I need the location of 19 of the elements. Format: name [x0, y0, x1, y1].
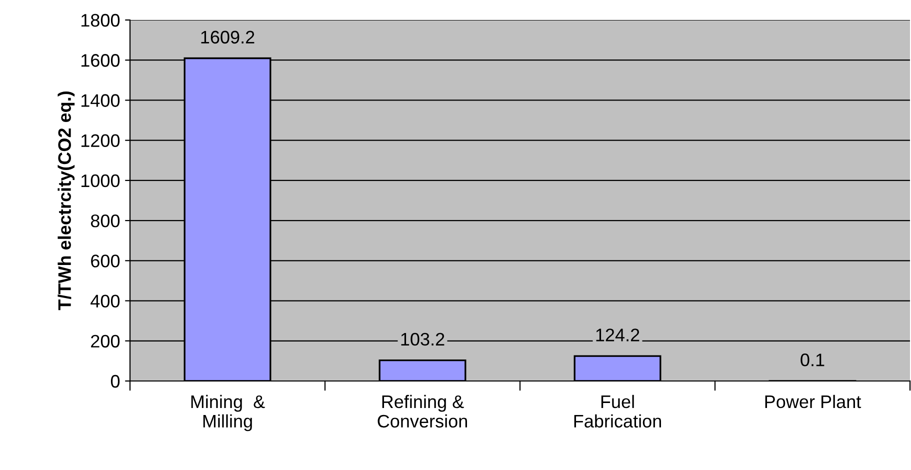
y-tick-label: 200: [91, 334, 120, 348]
x-tick-label: Refining & Conversion: [378, 394, 467, 428]
y-tick-label: 1600: [81, 54, 120, 67]
y-tick-label: 1200: [81, 134, 120, 148]
x-tick-label: Fuel Fabrication: [574, 394, 661, 428]
data-label: 124.2: [596, 328, 640, 342]
y-tick-label: 800: [90, 214, 120, 228]
data-label: 103.2: [401, 332, 444, 346]
y-tick-label: 1000: [81, 174, 120, 188]
y-tick-label: 600: [91, 254, 120, 268]
y-axis-title: T/TWh electrcity(CO2 eq.): [58, 92, 75, 310]
y-tick-label: 1400: [81, 94, 120, 107]
x-tick-label: Mining & Milling: [191, 394, 265, 432]
data-label: 0.1: [800, 354, 824, 366]
y-tick-label: 1800: [81, 14, 120, 27]
x-tick-label: Power Plant: [765, 394, 862, 408]
data-label: 1609.2: [201, 30, 254, 44]
y-tick-label: 400: [90, 294, 120, 308]
y-tick-label: 0: [110, 374, 120, 388]
